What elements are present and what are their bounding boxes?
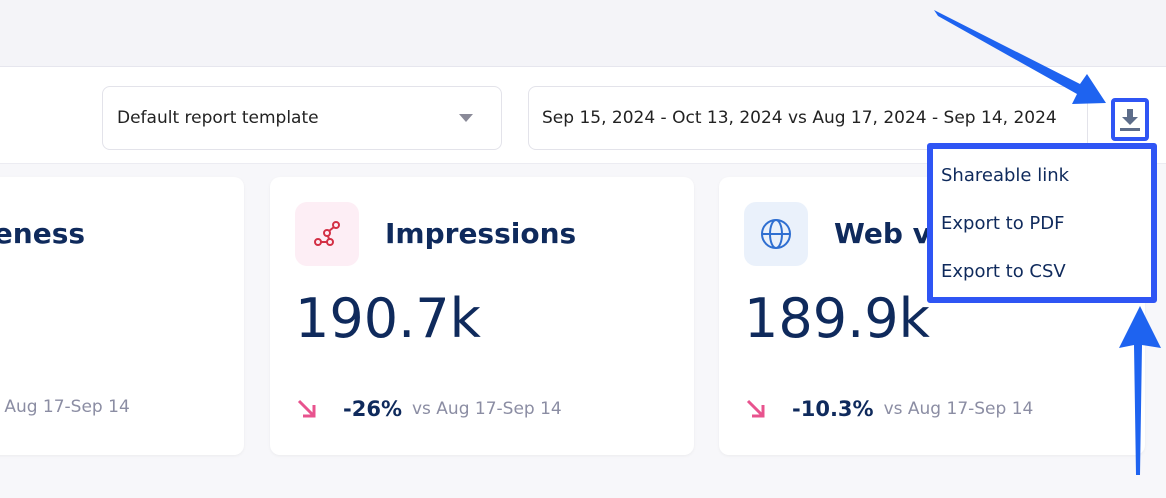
card-title: Impressions [385,217,577,250]
metric-card-awareness: reness vs Aug 17-Sep 14 [0,177,244,455]
download-icon [1120,108,1140,131]
chevron-down-icon [459,114,473,122]
top-bar [0,0,1166,67]
date-range-value: Sep 15, 2024 - Oct 13, 2024 vs Aug 17, 2… [542,108,1057,128]
comparison-label: vs Aug 17-Sep 14 [411,399,562,419]
share-nodes-icon [314,221,340,246]
comparison-label: vs Aug 17-Sep 14 [883,399,1034,419]
export-menu: Shareable link Export to PDF Export to C… [927,143,1157,303]
menu-item-export-pdf[interactable]: Export to PDF [941,213,1065,234]
impressions-icon-box [295,202,359,266]
card-title: Web v [834,217,931,250]
web-icon-box [744,202,808,266]
change-percent: -10.3% [792,397,874,421]
globe-icon [761,219,791,249]
metric-card-impressions: Impressions 190.7k -26% vs Aug 17-Sep 14 [270,177,694,455]
trend-down-icon [746,399,765,418]
menu-item-shareable-link[interactable]: Shareable link [941,165,1070,186]
metric-value: 190.7k [295,287,481,350]
menu-item-export-csv[interactable]: Export to CSV [941,261,1066,282]
comparison-label: vs Aug 17-Sep 14 [0,397,130,417]
change-percent: -26% [343,397,402,421]
card-title: reness [0,217,86,250]
report-template-select[interactable]: Default report template [102,86,502,150]
trend-down-icon [297,399,316,418]
metric-value: 189.9k [744,287,930,350]
metric-card-web-visits: Web v 189.9k -10.3% vs Aug 17-Sep 14 [719,177,1145,455]
date-range-picker[interactable]: Sep 15, 2024 - Oct 13, 2024 vs Aug 17, 2… [528,86,1088,150]
template-select-value: Default report template [117,108,319,128]
download-button[interactable] [1111,98,1149,141]
